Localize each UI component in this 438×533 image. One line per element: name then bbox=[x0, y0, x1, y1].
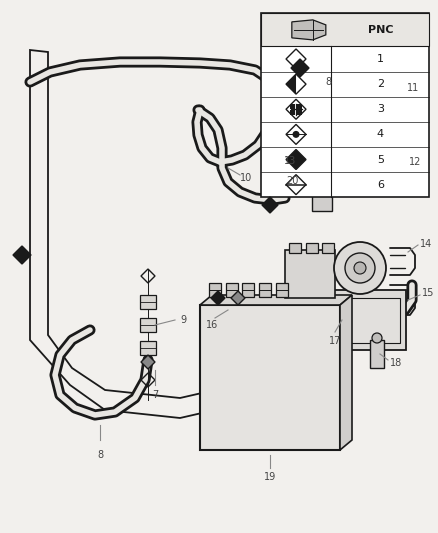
Polygon shape bbox=[231, 291, 245, 305]
Circle shape bbox=[334, 84, 346, 96]
Text: 8: 8 bbox=[325, 77, 331, 87]
Bar bbox=[297, 103, 302, 109]
Bar bbox=[200, 305, 340, 450]
Bar bbox=[278, 290, 406, 350]
Circle shape bbox=[334, 242, 386, 294]
Bar bbox=[285, 250, 335, 298]
Polygon shape bbox=[286, 74, 296, 94]
Bar bbox=[370, 340, 384, 368]
Circle shape bbox=[354, 262, 366, 274]
Bar bbox=[209, 283, 221, 297]
Bar bbox=[140, 341, 156, 355]
Bar bbox=[140, 295, 156, 309]
Text: 6: 6 bbox=[377, 180, 384, 190]
Bar bbox=[285, 298, 400, 343]
Bar bbox=[312, 195, 332, 211]
Bar bbox=[242, 283, 254, 297]
Text: 4: 4 bbox=[377, 130, 384, 140]
Bar bbox=[375, 155, 387, 175]
Polygon shape bbox=[211, 291, 225, 305]
Bar bbox=[140, 318, 156, 332]
Bar bbox=[259, 283, 271, 297]
Text: 16: 16 bbox=[206, 320, 218, 330]
Text: 5: 5 bbox=[377, 155, 384, 165]
Text: 19: 19 bbox=[264, 472, 276, 482]
Polygon shape bbox=[340, 295, 352, 450]
Polygon shape bbox=[141, 355, 155, 369]
Text: 15: 15 bbox=[422, 288, 434, 298]
Polygon shape bbox=[262, 197, 278, 213]
Text: 2: 2 bbox=[377, 79, 384, 89]
Bar bbox=[289, 243, 301, 253]
Bar bbox=[226, 283, 238, 297]
Text: 14: 14 bbox=[420, 239, 432, 249]
Bar bbox=[261, 13, 429, 46]
Text: 8: 8 bbox=[97, 450, 103, 460]
Text: 12: 12 bbox=[409, 157, 421, 167]
Circle shape bbox=[345, 253, 375, 283]
Polygon shape bbox=[13, 246, 31, 264]
Polygon shape bbox=[200, 295, 352, 305]
Circle shape bbox=[320, 131, 330, 141]
Text: 17: 17 bbox=[329, 336, 341, 346]
Bar bbox=[276, 283, 288, 297]
Polygon shape bbox=[286, 150, 306, 169]
Circle shape bbox=[364, 85, 376, 97]
Circle shape bbox=[376, 147, 386, 157]
Text: 13: 13 bbox=[284, 156, 296, 166]
Circle shape bbox=[345, 132, 355, 142]
Bar bbox=[297, 110, 302, 115]
Bar bbox=[322, 243, 334, 253]
Text: 20: 20 bbox=[286, 176, 298, 186]
Bar bbox=[261, 13, 429, 197]
Text: 9: 9 bbox=[180, 315, 186, 325]
Text: PNC: PNC bbox=[367, 25, 393, 35]
Bar bbox=[290, 110, 295, 115]
Bar bbox=[306, 243, 318, 253]
Text: 18: 18 bbox=[390, 358, 402, 368]
Polygon shape bbox=[291, 59, 309, 77]
Text: 1: 1 bbox=[377, 54, 384, 64]
Circle shape bbox=[293, 131, 300, 138]
Text: 10: 10 bbox=[240, 173, 252, 183]
Text: 7: 7 bbox=[152, 390, 158, 400]
Text: 3: 3 bbox=[377, 104, 384, 114]
Text: 11: 11 bbox=[407, 83, 419, 93]
Bar bbox=[290, 103, 295, 109]
Polygon shape bbox=[292, 20, 326, 40]
Circle shape bbox=[372, 333, 382, 343]
